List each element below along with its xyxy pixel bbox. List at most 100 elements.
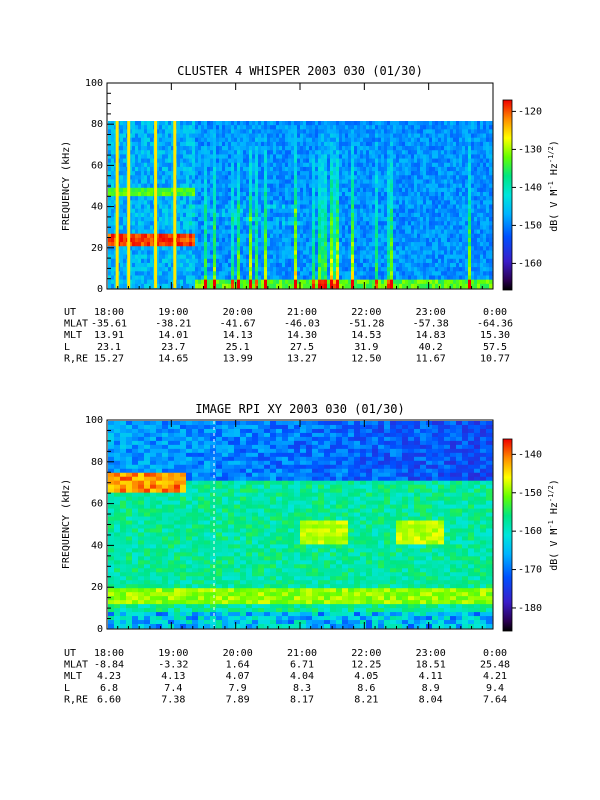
ephemeris-value: 14.83 [416, 330, 446, 341]
ephemeris-value: 23.7 [161, 342, 185, 353]
colorbar-tick-label: -150 [518, 220, 542, 231]
ephemeris-value: 18.51 [416, 660, 446, 671]
cb1-label-e: ) [549, 140, 560, 146]
colorbar-tick-label: -120 [518, 106, 542, 117]
panel-2-ylabel: FREQUENCY (kHz) [61, 479, 72, 569]
cb1-label-d: -1/2 [547, 146, 555, 163]
ephemeris-value: 7.89 [226, 694, 250, 705]
ephemeris-row-label: UT [64, 307, 76, 318]
ephemeris-value: -46.03 [284, 319, 320, 330]
ephemeris-value: -38.21 [155, 319, 191, 330]
ephemeris-value: 0:00 [483, 307, 507, 318]
ephemeris-value: 8.17 [290, 694, 314, 705]
colorbar-tick-label: -170 [518, 565, 542, 576]
y-tick-label: 60 [91, 160, 103, 171]
panel-2-spectrogram [108, 421, 493, 629]
y-tick-label: 40 [91, 540, 103, 551]
ephemeris-value: -3.32 [158, 660, 188, 671]
ephemeris-row-label: R,RE [64, 353, 88, 364]
ephemeris-value: 23:00 [416, 307, 446, 318]
ephemeris-value: 13.91 [94, 330, 124, 341]
ephemeris-value: -64.36 [477, 319, 513, 330]
ephemeris-value: 57.5 [483, 342, 507, 353]
ephemeris-value: 14.01 [158, 330, 188, 341]
ephemeris-value: 21:00 [287, 307, 317, 318]
panel-2-x-ticks [106, 420, 494, 629]
colorbar-tick-label: -150 [518, 488, 542, 499]
colorbar-tick-label: -140 [518, 182, 542, 193]
ephemeris-row-label: MLAT [64, 319, 88, 330]
ephemeris-value: 4.04 [290, 671, 314, 682]
y-tick-label: 80 [91, 119, 103, 130]
ephemeris-value: 7.38 [161, 694, 185, 705]
ephemeris-value: -51.28 [348, 319, 384, 330]
ephemeris-value: -35.61 [91, 319, 127, 330]
ephemeris-value: 1.64 [226, 660, 250, 671]
ephemeris-value: 4.23 [97, 671, 121, 682]
ephemeris-value: 27.5 [290, 342, 314, 353]
panel-2-title: IMAGE RPI XY 2003 030 (01/30) [195, 402, 405, 416]
y-tick-label: 20 [91, 582, 103, 593]
cb1-label-c: Hz [549, 163, 560, 181]
colorbar-tick-label: -140 [518, 449, 542, 460]
ephemeris-value: 4.21 [483, 671, 507, 682]
ephemeris-row-label: MLT [64, 330, 82, 341]
ephemeris-value: 18:00 [94, 307, 124, 318]
ephemeris-value: 25.48 [480, 660, 510, 671]
ephemeris-value: 22:00 [351, 307, 381, 318]
ephemeris-value: 6.60 [97, 694, 121, 705]
ephemeris-value: 13.27 [287, 353, 317, 364]
panel-2-ephemeris: UT 18:00 19:00 20:00 21:00 22:00 23:00 0:00 MLAT… [64, 648, 510, 705]
ephemeris-value: 11.67 [416, 353, 446, 364]
cb1-label-a: dB( V M [549, 190, 560, 232]
panel-1-ylabel: FREQUENCY (kHz) [61, 141, 72, 231]
ephemeris-value: 10.77 [480, 353, 510, 364]
ephemeris-value: 8.9 [422, 683, 440, 694]
y-tick-label: 80 [91, 457, 103, 468]
ephemeris-value: 14.13 [223, 330, 253, 341]
cb1-label-b: -1 [547, 181, 555, 189]
ephemeris-value: 7.64 [483, 694, 507, 705]
panel-1-colorbar-ticks: -120 -130 -140 -150 -160 [512, 106, 542, 269]
ephemeris-value: 8.3 [293, 683, 311, 694]
ephemeris-value: 6.71 [290, 660, 314, 671]
ephemeris-value: 4.05 [354, 671, 378, 682]
colorbar-tick-label: -130 [518, 144, 542, 155]
panel-1-y-axis: 0 20 40 60 80 100 [85, 78, 114, 295]
ephemeris-value: 7.4 [164, 683, 182, 694]
ephemeris-value: 14.65 [158, 353, 188, 364]
ephemeris-value: 4.13 [161, 671, 185, 682]
ephemeris-row-label: R,RE [64, 694, 88, 705]
ephemeris-value: 40.2 [419, 342, 443, 353]
y-tick-label: 20 [91, 243, 103, 254]
ephemeris-value: 21:00 [287, 648, 317, 659]
cb2-label-b: -1 [547, 520, 555, 528]
colorbar-tick-label: -180 [518, 603, 542, 614]
ephemeris-value: 14.53 [351, 330, 381, 341]
ephemeris-value: 7.9 [229, 683, 247, 694]
cb2-label-c: Hz [549, 502, 560, 520]
ephemeris-value: 12.50 [351, 353, 381, 364]
ephemeris-row-label: UT [64, 648, 76, 659]
ephemeris-value: 19:00 [158, 307, 188, 318]
cb2-label-a: dB( V M [549, 529, 560, 571]
ephemeris-row-label: L [64, 683, 70, 694]
y-tick-label: 100 [85, 78, 103, 89]
panel-1-colorbar [502, 99, 513, 291]
panel-1-x-ticks [106, 83, 494, 289]
ephemeris-value: 20:00 [223, 648, 253, 659]
panel-2-colorbar-label: dB( V M-1 Hz-1/2) [547, 479, 560, 571]
ephemeris-value: 15.27 [94, 353, 124, 364]
ephemeris-value: 9.4 [486, 683, 504, 694]
y-tick-label: 100 [85, 415, 103, 426]
panel-1-ephemeris: UT 18:00 19:00 20:00 21:00 22:00 23:00 0:00 MLAT… [64, 307, 513, 364]
panel-2-colorbar [502, 438, 513, 632]
y-tick-label: 0 [97, 284, 103, 295]
ephemeris-value: 20:00 [223, 307, 253, 318]
ephemeris-value: 25.1 [226, 342, 250, 353]
ephemeris-value: -8.84 [94, 660, 124, 671]
y-tick-label: 60 [91, 499, 103, 510]
cb2-label-e: ) [549, 479, 560, 485]
ephemeris-row-label: L [64, 342, 70, 353]
